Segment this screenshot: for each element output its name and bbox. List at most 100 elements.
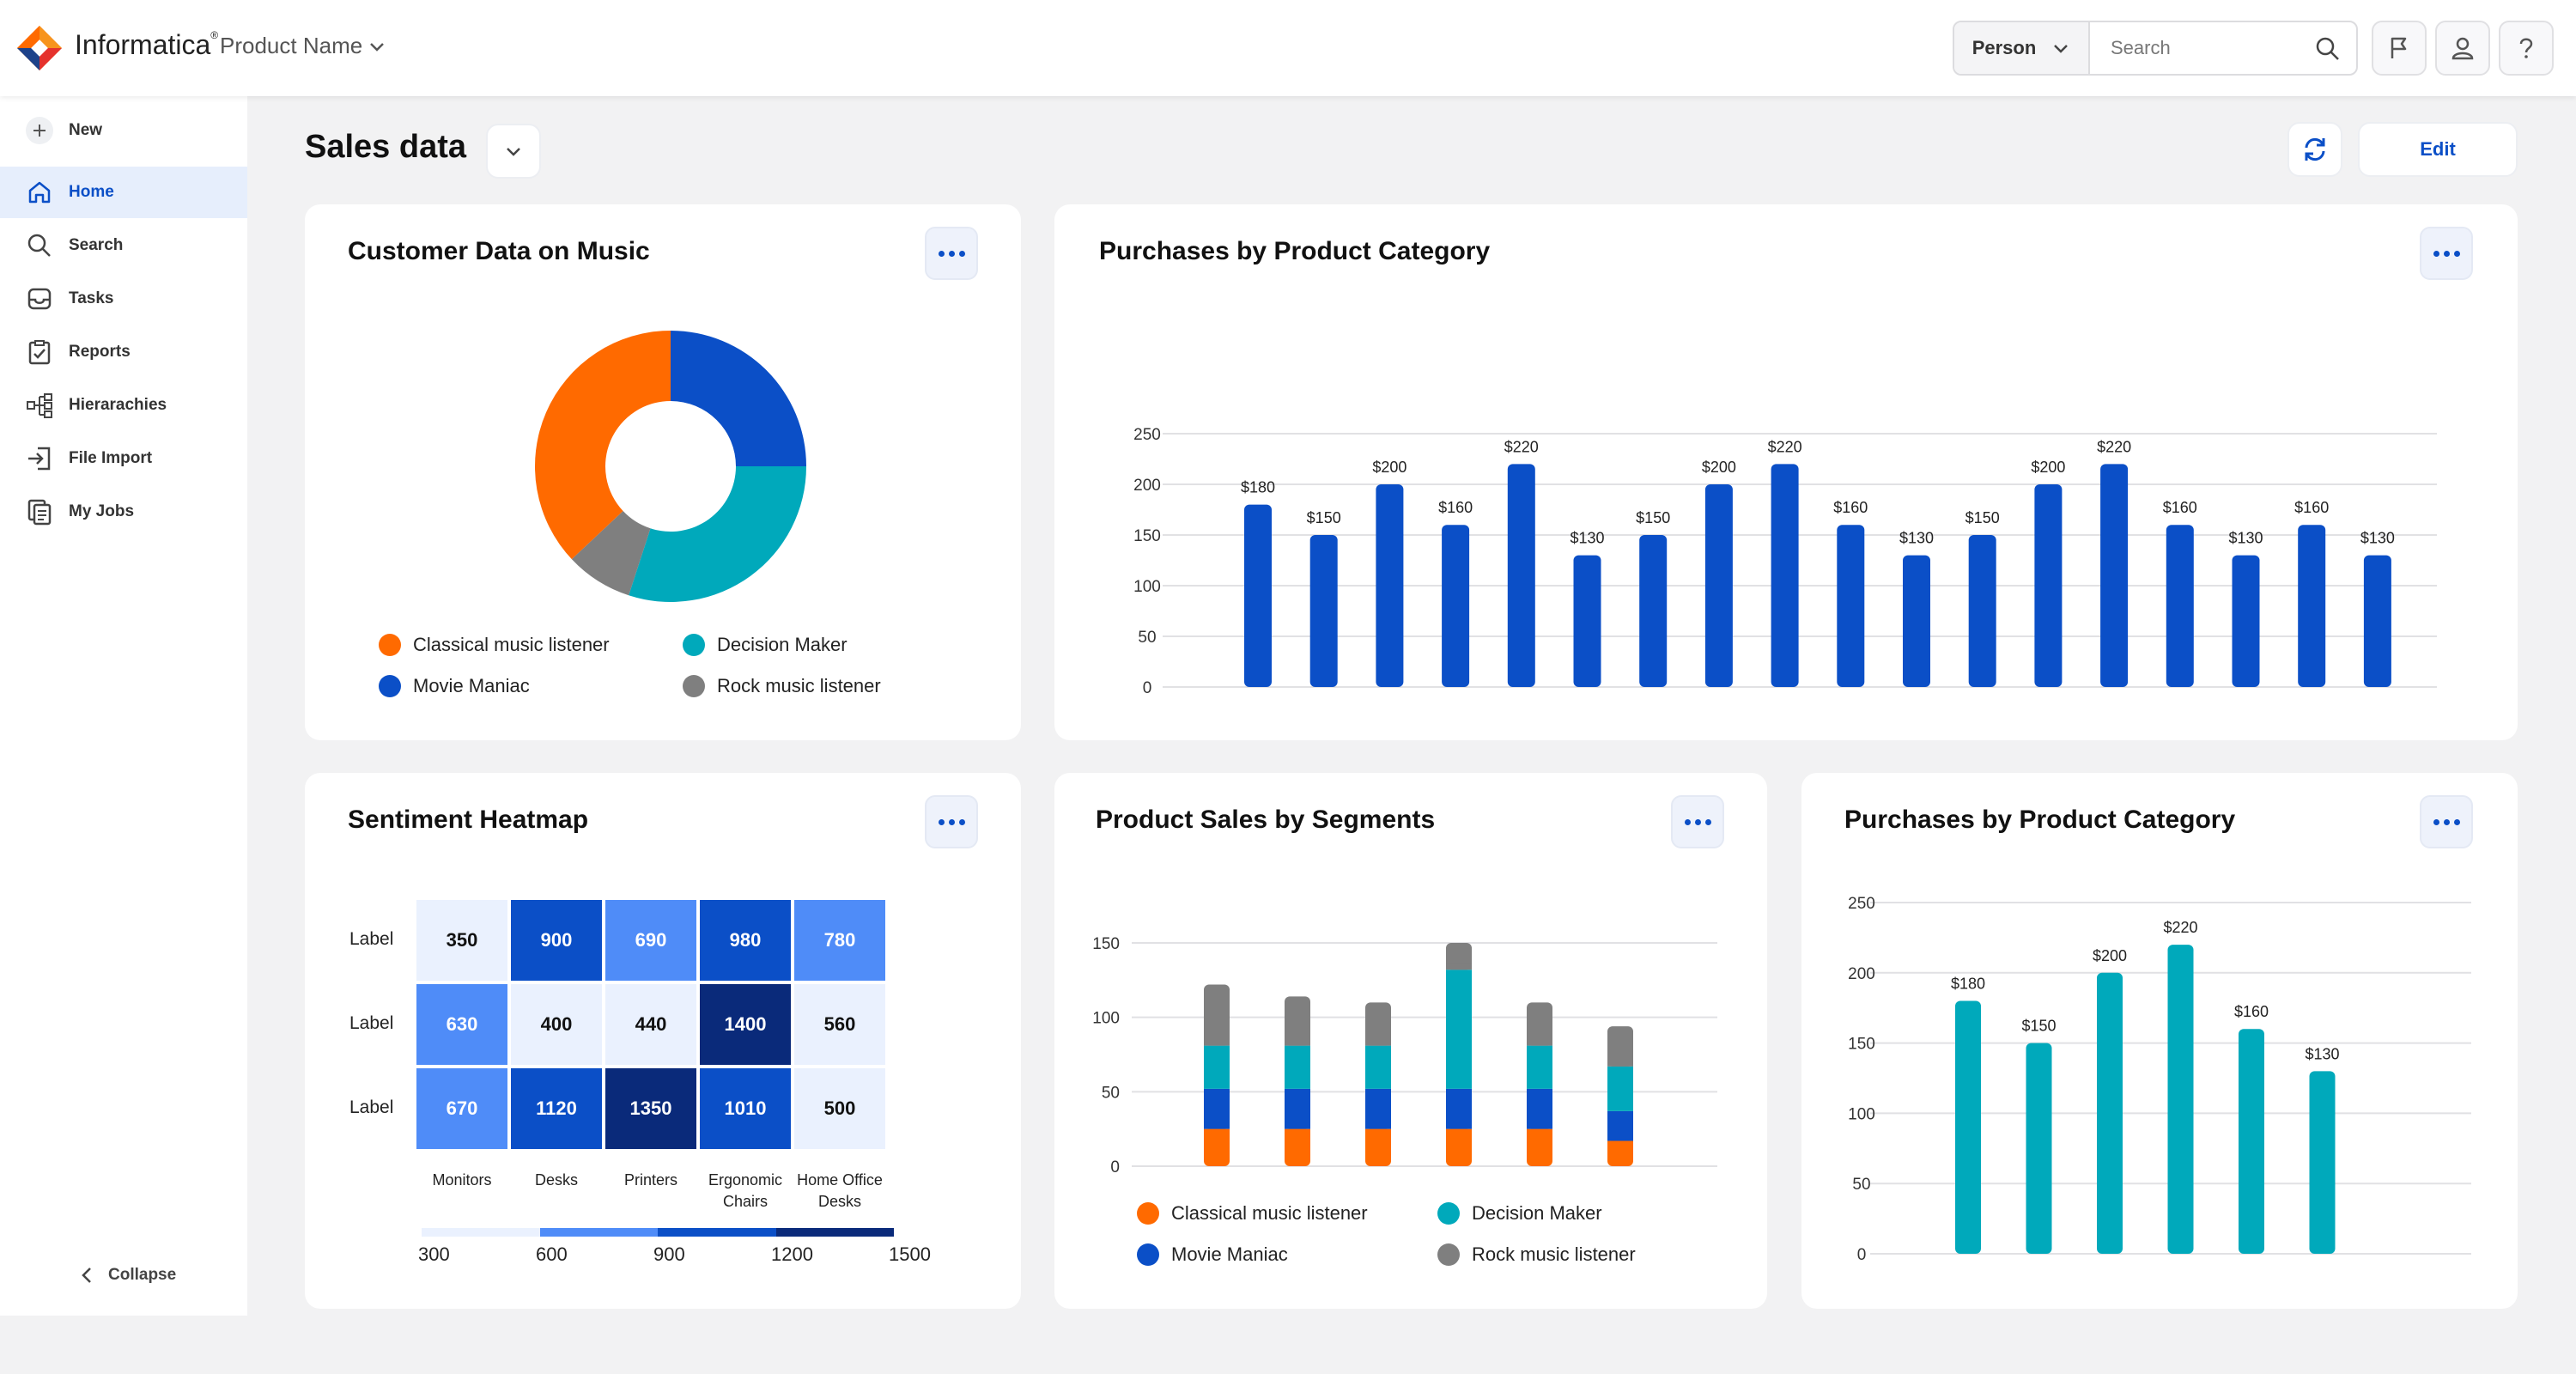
chevron-down-icon <box>507 148 520 156</box>
search-field <box>2090 22 2356 74</box>
more-dot <box>2433 250 2439 257</box>
heatmap-cell: 440 <box>605 984 696 1065</box>
more-dot <box>948 818 955 825</box>
stacked-bar-segment <box>1527 1088 1552 1129</box>
flag-button[interactable] <box>2372 21 2427 76</box>
search-input[interactable] <box>2090 22 2356 74</box>
card-title: Purchases by Product Category <box>1844 806 2236 834</box>
more-options-button[interactable] <box>925 227 978 280</box>
sentiment-heatmap-card: Sentiment Heatmap 350 900 690 980 780 630 400 4… <box>305 773 1021 1309</box>
purchases-by-category-card-2: Purchases by Product Category 0 50 100 150 2… <box>1801 773 2518 1309</box>
stacked-bar-segment <box>1446 1128 1472 1166</box>
sidebar-item-hierarchies[interactable]: Hierarachies <box>0 380 247 431</box>
heatmap-col-label: Printers <box>623 1171 677 1189</box>
stacked-bar-segment <box>1204 984 1230 1046</box>
more-options-button[interactable] <box>2420 227 2473 280</box>
bar <box>2026 1043 2052 1254</box>
registered-mark: ® <box>210 29 219 41</box>
more-options-button[interactable] <box>1671 795 1724 848</box>
sidebar-item-tasks[interactable]: Tasks <box>0 273 247 325</box>
stacked-bar-segment-fill <box>1607 1140 1633 1148</box>
more-dot <box>1694 818 1701 825</box>
bar-value-label: $130 <box>2360 530 2395 547</box>
informatica-logo <box>17 26 62 70</box>
stacked-bar-segment-fill <box>1446 963 1472 970</box>
bar <box>2166 525 2194 687</box>
y-tick-label: 100 <box>1133 578 1161 596</box>
stacked-bar-segment-fill <box>1365 1128 1391 1136</box>
legend-label: Movie Maniac <box>413 675 530 696</box>
heatmap-col-label: Monitors <box>432 1171 492 1189</box>
refresh-button[interactable] <box>2287 122 2342 177</box>
sidebar-item-file-import[interactable]: File Import <box>0 433 247 484</box>
import-icon <box>28 447 51 471</box>
sidebar-item-home[interactable]: Home <box>0 167 247 218</box>
heatmap-row-label: Label <box>349 1097 394 1117</box>
bar-value-label: $220 <box>1768 438 1802 455</box>
sidebar-item-label: Search <box>69 236 124 254</box>
sidebar-item-search[interactable]: Search <box>0 220 247 271</box>
help-button[interactable] <box>2499 21 2554 76</box>
bar <box>1837 525 1865 687</box>
stacked-bar-segment <box>1285 1128 1310 1166</box>
bar-value-label: $130 <box>1570 530 1604 547</box>
documents-icon <box>27 499 52 526</box>
heatmap-cell: 690 <box>605 900 696 981</box>
sidebar-item-my-jobs[interactable]: My Jobs <box>0 486 247 538</box>
heatmap-color-scale <box>422 1228 894 1237</box>
edit-button[interactable]: Edit <box>2358 122 2518 177</box>
new-button[interactable]: New <box>0 105 247 156</box>
legend-swatch <box>379 634 401 656</box>
more-dot <box>2443 818 2450 825</box>
clipboard-check-icon <box>28 340 51 365</box>
legend-label: Rock music listener <box>1472 1243 1636 1265</box>
card-title: Customer Data on Music <box>348 237 650 265</box>
help-icon <box>2519 38 2533 58</box>
inbox-icon <box>27 288 52 310</box>
bar-value-label: $150 <box>1307 509 1341 526</box>
sidebar-item-label: File Import <box>69 449 153 467</box>
dashboard-select-button[interactable] <box>486 124 541 179</box>
person-select[interactable]: Person <box>1954 22 2090 74</box>
color-scale-tick: 600 <box>536 1243 568 1265</box>
stacked-bar-segment <box>1527 1045 1552 1089</box>
heatmap-cell: 400 <box>511 984 602 1065</box>
card-title: Purchases by Product Category <box>1099 237 1491 265</box>
user-profile-button[interactable] <box>2435 21 2490 76</box>
stacked-bar-segment <box>1365 1128 1391 1166</box>
product-switcher[interactable]: Product Name <box>220 33 386 59</box>
y-tick-label: 250 <box>1133 426 1161 444</box>
legend-swatch <box>683 634 705 656</box>
bar-value-label: $160 <box>2163 499 2197 516</box>
more-dot <box>1684 818 1691 825</box>
bar-value-label: $220 <box>2097 438 2131 455</box>
y-tick-label: 150 <box>1092 935 1120 953</box>
bar-value-label: $180 <box>1241 479 1275 496</box>
user-icon <box>2451 37 2474 60</box>
more-options-button[interactable] <box>2420 795 2473 848</box>
purchases-by-category-card: Purchases by Product Category 0 50 100 150 2… <box>1054 204 2518 740</box>
legend-label: Classical music listener <box>413 634 610 655</box>
heatmap-cell: 1010 <box>700 1068 791 1149</box>
bar <box>1771 464 1799 687</box>
card-title: Product Sales by Segments <box>1096 806 1436 834</box>
stacked-bar-segment <box>1285 996 1310 1046</box>
y-tick-label: 0 <box>1143 679 1152 697</box>
flag-icon <box>2391 37 2407 58</box>
more-options-button[interactable] <box>925 795 978 848</box>
collapse-button[interactable]: Collapse <box>79 1266 176 1285</box>
bar <box>1244 504 1272 687</box>
sidebar-item-reports[interactable]: Reports <box>0 326 247 378</box>
bar <box>1955 1000 1981 1254</box>
hierarchy-icon <box>27 393 52 418</box>
page-title: Sales data <box>305 129 466 165</box>
bar-value-label: $160 <box>2234 1003 2269 1020</box>
refresh-icon <box>2305 137 2325 161</box>
stacked-bar-segment <box>1607 1066 1633 1111</box>
card-title: Sentiment Heatmap <box>348 806 589 834</box>
sidebar-item-label: My Jobs <box>69 502 135 520</box>
bar-value-label: $160 <box>1438 499 1473 516</box>
bar-value-label: $200 <box>1372 459 1406 476</box>
search-icon[interactable] <box>2315 36 2341 62</box>
sidebar-item-label: Home <box>69 183 114 201</box>
